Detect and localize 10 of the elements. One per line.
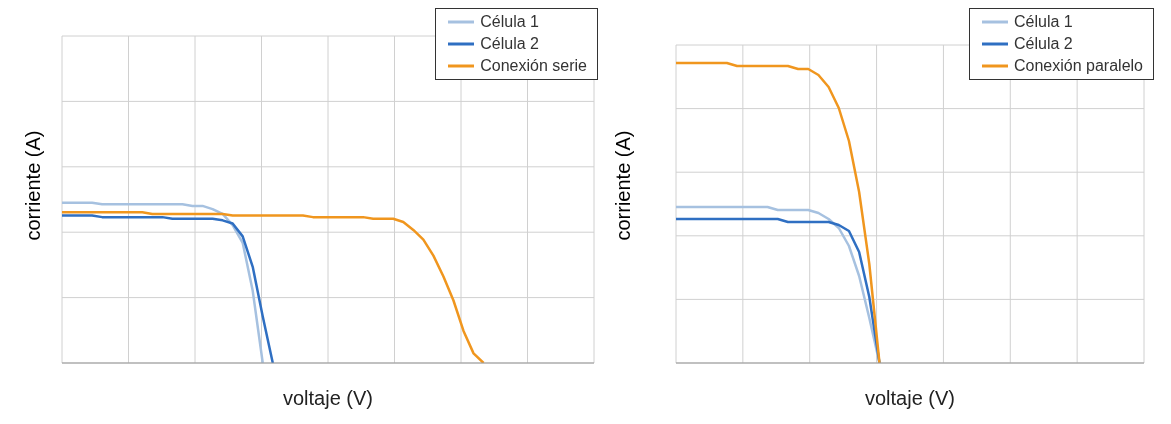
legend-label: Célula 1 xyxy=(480,12,539,32)
legend-label: Conexión serie xyxy=(480,56,587,76)
legend-label: Célula 1 xyxy=(1014,12,1073,32)
x-axis-title: voltaje (V) xyxy=(282,387,374,409)
x-axis-title: voltaje (V) xyxy=(864,387,956,409)
legend-label: Conexión paralelo xyxy=(1014,56,1143,76)
y-axis-title: corriente (A) xyxy=(611,130,635,241)
y-axis-title: corriente (A) xyxy=(21,130,45,241)
legend-label: Célula 2 xyxy=(480,34,539,54)
legend-label: Célula 2 xyxy=(1014,34,1073,54)
